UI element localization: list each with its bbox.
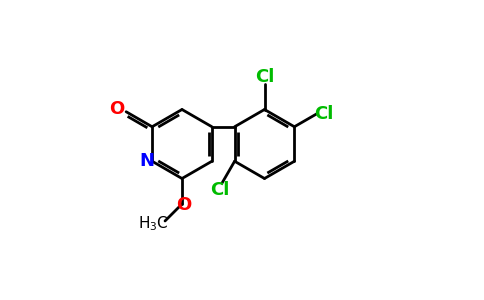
Text: N: N xyxy=(139,152,154,170)
Text: Cl: Cl xyxy=(210,181,229,199)
Text: H$_3$C: H$_3$C xyxy=(138,214,169,233)
Text: O: O xyxy=(176,196,191,214)
Text: Cl: Cl xyxy=(314,105,333,123)
Text: O: O xyxy=(109,100,125,118)
Text: Cl: Cl xyxy=(255,68,274,86)
